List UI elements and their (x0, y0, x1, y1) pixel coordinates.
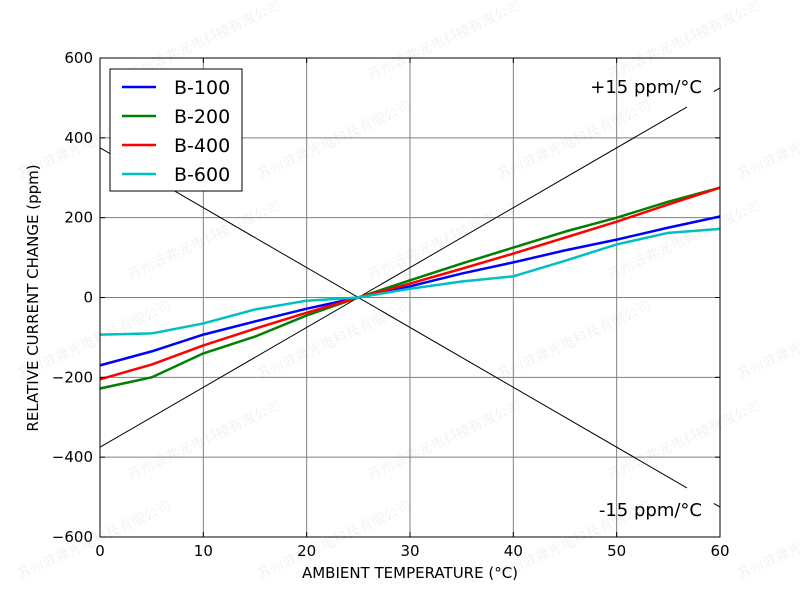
legend-label: B-400 (174, 135, 230, 157)
series-lines (99, 186, 721, 390)
reference-line (99, 147, 688, 489)
legend-label: B-200 (174, 106, 230, 128)
y-axis-label: RELATIVE CURRENT CHANGE (ppm) (24, 164, 42, 431)
y-tick-label: 200 (64, 209, 93, 227)
watermark-text: 苏州波弗光电科技有限公司 (735, 498, 800, 584)
reference-line-label: +15 ppm/°C (590, 77, 702, 98)
y-tick-label: 600 (64, 49, 93, 67)
x-tick-label: 0 (95, 542, 105, 560)
legend-label: B-600 (174, 164, 230, 186)
series-line-b-600 (99, 227, 721, 336)
series-line-b-200 (99, 186, 721, 390)
series-line-b-400 (99, 186, 721, 381)
legend-label: B-100 (174, 77, 230, 99)
watermark-text: 苏州波弗光电科技有限公司 (735, 98, 800, 184)
x-tick-label: 10 (194, 542, 213, 560)
reference-line (99, 106, 688, 448)
watermark-text: 苏州波弗光电科技有限公司 (365, 0, 524, 84)
watermark-text: 苏州波弗光电科技有限公司 (735, 298, 800, 384)
reference-lines (99, 87, 721, 508)
y-tick-label: −600 (52, 528, 93, 546)
axis-ticks: 0 10 20 30 40 50 60 −600 −400 −200 0 200 400 600 (52, 49, 730, 560)
x-tick-label: 50 (607, 542, 626, 560)
legend: B-100 B-200 B-400 B-600 (109, 68, 243, 192)
watermark-text: 苏州波弗光电科技有限公司 (255, 98, 414, 184)
watermark-text: 苏州波弗光电科技有限公司 (365, 198, 524, 284)
y-tick-label: −200 (52, 368, 93, 386)
watermark-text: 苏州波弗光电科技有限公司 (495, 98, 654, 184)
x-tick-label: 40 (504, 542, 523, 560)
watermark-text: 苏州波弗光电科技有限公司 (605, 398, 764, 484)
watermark-text: 苏州波弗光电科技有限公司 (125, 398, 284, 484)
x-axis-label: AMBIENT TEMPERATURE (°C) (302, 564, 518, 582)
y-tick-label: −400 (52, 448, 93, 466)
watermark-text: 苏州波弗光电科技有限公司 (495, 298, 654, 384)
reference-labels: +15 ppm/°C -15 ppm/°C (590, 77, 702, 521)
reference-line (713, 87, 721, 92)
reference-line-label: -15 ppm/°C (599, 500, 702, 521)
x-tick-label: 60 (710, 542, 729, 560)
x-tick-label: 20 (297, 542, 316, 560)
x-tick-label: 30 (400, 542, 419, 560)
watermark-text: 苏州波弗光电科技有限公司 (605, 0, 764, 84)
y-tick-label: 400 (64, 129, 93, 147)
series-line-b-100 (99, 215, 721, 367)
reference-line (713, 503, 721, 508)
y-tick-label: 0 (83, 289, 93, 307)
watermark-text: 苏州波弗光电科技有限公司 (15, 498, 174, 584)
legend-box (109, 68, 243, 192)
watermark-text: 苏州波弗光电科技有限公司 (365, 398, 524, 484)
